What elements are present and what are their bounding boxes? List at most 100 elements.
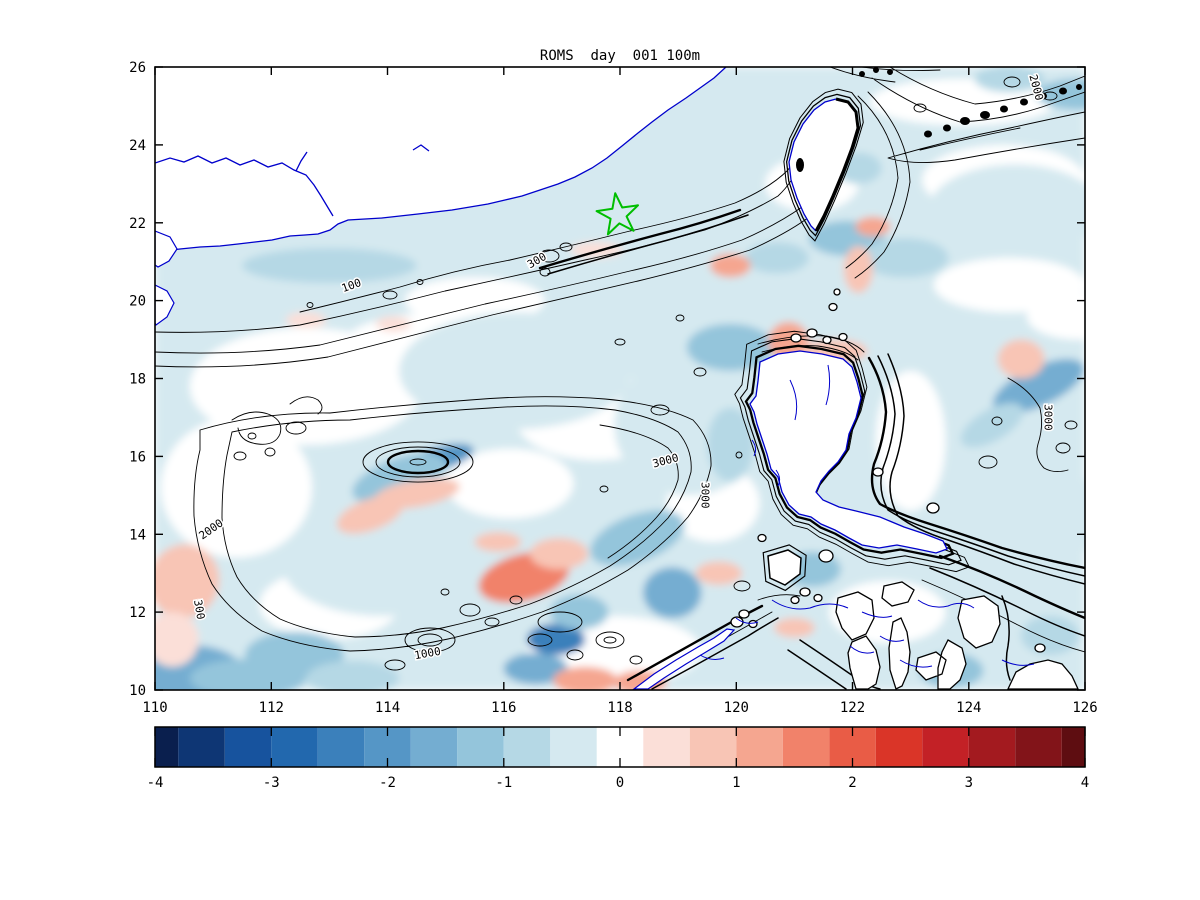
visayas-coastlines (699, 599, 1035, 668)
anomaly-blob (744, 242, 809, 274)
y-tick-label: 24 (129, 138, 146, 154)
luzon-rivers (751, 364, 831, 487)
anomaly-blob (160, 417, 312, 558)
colorbar-segment (317, 727, 365, 767)
contour-label: 3000 (698, 482, 711, 509)
contour-label: 300 (191, 599, 207, 621)
colorbar-segment (178, 727, 225, 767)
taiwan-west-coastline (788, 98, 837, 232)
colorbar-segment (922, 727, 969, 767)
anomaly-blob (550, 594, 609, 630)
y-tick-label: 26 (129, 60, 146, 76)
colorbar-tick-label: -2 (379, 775, 396, 791)
x-tick-label: 126 (1072, 700, 1097, 716)
anomaly-blob (861, 238, 949, 278)
colorbar-segment (643, 727, 690, 767)
anomaly-blob (992, 358, 1085, 414)
colorbar-segment (224, 727, 272, 767)
y-tick-label: 14 (129, 527, 146, 543)
y-tick-label: 16 (129, 449, 146, 465)
colorbar-tick-label: 1 (732, 775, 740, 791)
contour-label: 1000 (413, 645, 441, 662)
anomaly-blob (695, 561, 743, 585)
colorbar-segment (503, 727, 551, 767)
colorbar-tick-label: 3 (965, 775, 973, 791)
colorbar-segment (457, 727, 504, 767)
anomaly-blob (306, 660, 400, 690)
page-title: ROMS day 001 100m (540, 48, 700, 64)
x-tick-label: 116 (491, 700, 516, 716)
anomaly-blob (974, 67, 1045, 93)
colorbar-segment (875, 727, 923, 767)
anomaly-blob (686, 323, 775, 371)
anomaly-blob (570, 242, 623, 258)
colorbar-tick-label: -4 (147, 775, 164, 791)
colorbar-tick-label: -3 (263, 775, 280, 791)
anomaly-blob (285, 312, 327, 328)
colorbar-segment (410, 727, 458, 767)
y-tick-label: 12 (129, 605, 146, 621)
x-tick-label: 112 (259, 700, 284, 716)
anomaly-blob (643, 567, 702, 618)
colorbar-segment (550, 727, 597, 767)
colorbar-segment (1061, 727, 1086, 767)
anomaly-blob (928, 164, 1085, 258)
land-china (155, 67, 726, 252)
colorbar-segment (782, 727, 830, 767)
anomaly-blob (404, 230, 545, 262)
y-tick-label: 18 (129, 372, 146, 388)
x-tick-label: 110 (142, 700, 167, 716)
anomaly-blob (1026, 292, 1085, 340)
anomaly-blob (399, 312, 632, 430)
anomaly-blob (875, 370, 946, 511)
anomaly-blob (404, 277, 545, 324)
anomaly-blob (774, 618, 815, 638)
anomaly-blob (155, 612, 199, 667)
anomaly-blob (336, 495, 404, 534)
colorbar-segment (736, 727, 783, 767)
anomaly-blob (997, 339, 1045, 379)
anomaly-blob (843, 246, 873, 293)
contour-label: 3000 (1041, 404, 1054, 431)
colorbar-tick-label: -1 (495, 775, 512, 791)
colorbar-tick-label: 2 (848, 775, 856, 791)
y-tick-label: 10 (129, 683, 146, 699)
colorbar-segment (689, 727, 737, 767)
anomaly-blob (855, 216, 891, 237)
anomaly-blob (375, 316, 411, 332)
x-tick-label: 120 (724, 700, 749, 716)
anomaly-blob (957, 444, 1085, 585)
star-icon (595, 192, 639, 236)
anomaly-blob (707, 407, 754, 482)
typhoon-star-marker (595, 192, 639, 236)
taiwan-east-slope (814, 97, 860, 232)
x-axis: 110 112 114 116 118 120 122 124 126 (142, 67, 1098, 716)
bathymetry-contours-thick (386, 208, 1085, 682)
x-tick-label: 124 (956, 700, 981, 716)
anomaly-blob (155, 544, 220, 618)
anomaly-field (155, 67, 1085, 690)
anomaly-blob (553, 666, 618, 690)
colorbar-segment (155, 727, 179, 767)
anomaly-blob (282, 514, 481, 617)
anomaly-blob (527, 623, 586, 656)
anomaly-blob (503, 653, 568, 685)
y-axis: 10 12 14 16 18 20 22 24 26 (129, 60, 1085, 699)
anomaly-blob (352, 452, 446, 503)
x-tick-label: 122 (840, 700, 865, 716)
anomaly-blob (710, 253, 751, 278)
pearl-river (155, 144, 430, 217)
anomaly-blob (474, 532, 522, 552)
colorbar-segment (968, 727, 1016, 767)
y-tick-label: 20 (129, 294, 146, 310)
colorbar-segment (1015, 727, 1062, 767)
colorbar-segment (271, 727, 318, 767)
anomaly-blob (445, 448, 574, 519)
anomaly-blob (242, 248, 417, 284)
land-palawan (632, 628, 736, 690)
anomaly-blob (590, 510, 685, 566)
anomaly-blob (529, 538, 589, 570)
x-tick-label: 118 (607, 700, 632, 716)
